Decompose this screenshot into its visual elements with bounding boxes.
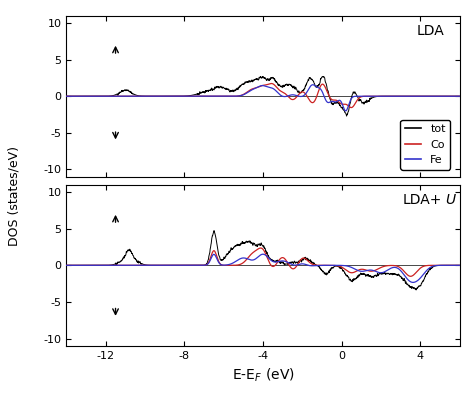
Text: LDA: LDA <box>416 24 444 38</box>
Text: DOS (states/eV): DOS (states/eV) <box>8 147 21 246</box>
Text: LDA+: LDA+ <box>403 193 442 207</box>
X-axis label: E-E$_F$ (eV): E-E$_F$ (eV) <box>232 366 294 384</box>
Text: $U$: $U$ <box>445 193 457 207</box>
Legend: tot, Co, Fe: tot, Co, Fe <box>401 119 450 170</box>
